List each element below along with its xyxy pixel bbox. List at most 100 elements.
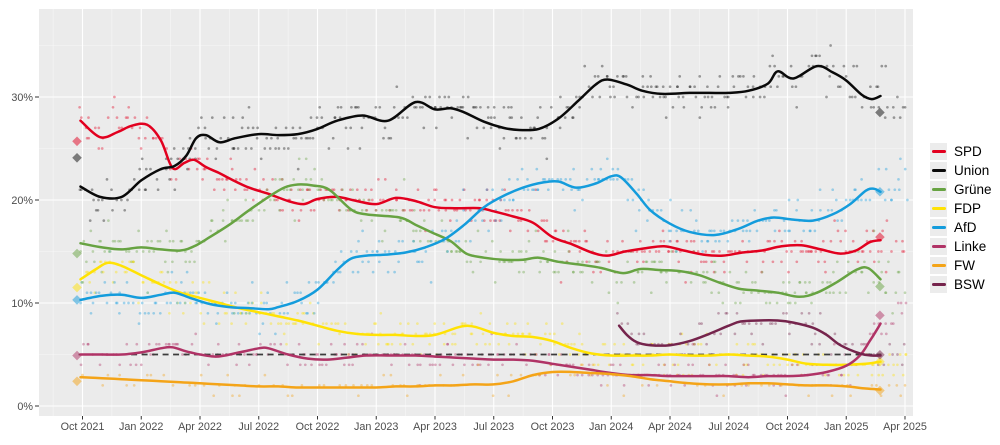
- poll-point: [463, 363, 466, 367]
- poll-point: [140, 157, 144, 161]
- poll-point: [134, 363, 138, 367]
- poll-point: [674, 250, 678, 253]
- poll-point: [725, 311, 729, 315]
- poll-point: [125, 342, 129, 346]
- poll-point: [334, 260, 337, 264]
- poll-point: [189, 301, 192, 305]
- poll-point: [231, 311, 234, 315]
- poll-point: [246, 301, 250, 305]
- poll-point: [502, 260, 506, 264]
- poll-point: [576, 260, 580, 264]
- poll-point: [853, 95, 857, 99]
- poll-point: [160, 136, 164, 140]
- poll-point: [479, 311, 483, 315]
- legend: SPD Union Grüne FDP AfD Linke FW BSW: [930, 142, 992, 294]
- poll-point: [114, 270, 118, 274]
- poll-point: [421, 105, 424, 109]
- poll-point: [753, 342, 757, 346]
- poll-point: [162, 373, 166, 377]
- poll-point: [97, 147, 101, 150]
- poll-point: [234, 291, 237, 295]
- poll-point: [814, 250, 818, 253]
- poll-point: [100, 270, 104, 274]
- poll-point: [596, 75, 600, 78]
- legend-item-grne: Grüne: [930, 180, 992, 199]
- poll-point: [860, 270, 863, 274]
- poll-point: [176, 342, 180, 346]
- poll-point: [294, 136, 298, 140]
- poll-point: [394, 208, 398, 212]
- poll-point: [759, 322, 763, 325]
- poll-point: [498, 147, 502, 150]
- poll-point: [652, 260, 656, 264]
- poll-point: [860, 105, 864, 109]
- poll-point: [692, 239, 696, 243]
- poll-point: [154, 136, 158, 140]
- poll-point: [741, 229, 745, 233]
- poll-point: [118, 363, 122, 367]
- poll-point: [485, 188, 489, 192]
- poll-point: [611, 167, 615, 171]
- poll-point: [166, 270, 170, 274]
- poll-point: [700, 322, 703, 325]
- legend-item-fdp: FDP: [930, 199, 992, 218]
- poll-point: [869, 85, 872, 89]
- poll-point: [498, 260, 501, 264]
- poll-point: [591, 363, 595, 367]
- poll-point: [861, 250, 865, 253]
- poll-point: [345, 208, 348, 212]
- poll-point: [751, 95, 755, 99]
- poll-point: [433, 322, 437, 325]
- poll-point: [351, 188, 354, 192]
- poll-point: [773, 208, 776, 212]
- poll-point: [875, 384, 878, 387]
- poll-point: [821, 373, 825, 377]
- poll-point: [895, 384, 899, 387]
- poll-point: [821, 353, 825, 356]
- poll-point: [699, 342, 703, 346]
- poll-point: [370, 198, 374, 202]
- poll-point: [825, 64, 829, 68]
- poll-point: [813, 332, 817, 336]
- poll-point: [547, 178, 551, 181]
- poll-point: [637, 208, 641, 212]
- poll-point: [171, 384, 175, 387]
- poll-point: [442, 342, 446, 346]
- poll-point: [247, 363, 251, 367]
- poll-point: [616, 301, 620, 305]
- poll-point: [516, 208, 519, 212]
- poll-point: [361, 342, 364, 346]
- poll-point: [378, 105, 382, 109]
- legend-item-spd: SPD: [930, 142, 992, 161]
- poll-point: [297, 188, 300, 192]
- poll-point: [244, 147, 248, 150]
- poll-point: [306, 136, 310, 140]
- poll-point: [502, 105, 506, 109]
- poll-point: [901, 239, 904, 243]
- poll-point: [679, 332, 682, 336]
- poll-point: [698, 75, 702, 78]
- poll-point: [276, 198, 279, 202]
- poll-point: [708, 363, 711, 367]
- poll-point: [800, 311, 804, 315]
- poll-point: [744, 270, 748, 274]
- poll-point: [517, 250, 521, 253]
- poll-point: [266, 291, 270, 295]
- poll-point: [710, 95, 714, 99]
- poll-point: [96, 208, 100, 212]
- poll-point: [175, 342, 178, 346]
- poll-point: [612, 178, 615, 181]
- poll-point: [111, 208, 114, 212]
- poll-point: [113, 239, 117, 243]
- poll-point: [419, 208, 422, 212]
- poll-point: [790, 85, 794, 89]
- poll-point: [785, 311, 788, 315]
- poll-point: [243, 188, 247, 192]
- poll-point: [203, 126, 207, 130]
- poll-point: [585, 260, 589, 264]
- poll-point: [528, 332, 532, 336]
- poll-point: [158, 239, 162, 243]
- poll-point: [788, 332, 791, 336]
- poll-point: [631, 363, 635, 367]
- poll-point: [466, 136, 470, 140]
